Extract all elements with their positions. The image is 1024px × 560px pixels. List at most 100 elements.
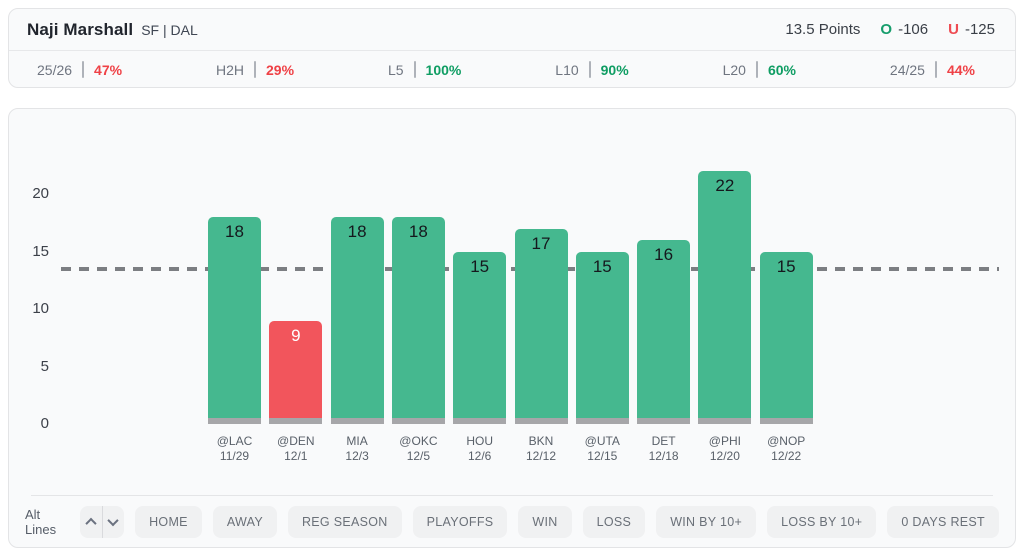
over-odds: O -106 (880, 21, 928, 38)
bar-base-strip (514, 418, 568, 424)
alt-lines-stepper (80, 506, 125, 538)
game-bar-at-nop[interactable]: 15 (759, 251, 813, 424)
stat-label: 25/26 (37, 61, 73, 78)
stat-label: H2H (216, 61, 245, 78)
points-chart-card: 0 5 10 15 20 18 @LAC 11/29 9 @DEN 12/1 18 MIA 12/3 18 @… (8, 108, 1016, 548)
bar-value-label: 17 (531, 233, 551, 253)
stat-l20: L20 60% (723, 61, 796, 78)
toolbar-divider (31, 495, 993, 496)
bar-base-strip (269, 418, 323, 424)
opponent-label: @UTA (584, 434, 620, 448)
bar-base-strip (759, 418, 813, 424)
player-prop-card: Naji Marshall SF | DAL 13.5 Points O -10… (8, 8, 1016, 88)
filter-button-loss[interactable]: LOSS (582, 506, 646, 538)
alt-lines-label: Alt Lines (25, 507, 57, 537)
x-axis-label: @LAC 11/29 (195, 434, 275, 464)
stat-value: 90% (600, 61, 629, 78)
filter-button-playoffs[interactable]: PLAYOFFS (412, 506, 508, 538)
game-date-label: 12/20 (709, 449, 740, 463)
bar-base-strip (637, 418, 691, 424)
player-identity: Naji Marshall SF | DAL (27, 20, 198, 40)
stat-divider (254, 61, 257, 78)
game-date-label: 12/18 (648, 449, 679, 463)
y-axis-tick: 0 (40, 415, 49, 432)
stat-divider (934, 61, 937, 78)
stat-label: 24/25 (889, 61, 925, 78)
x-axis-label: @OKC 12/5 (378, 434, 458, 464)
opponent-label: @PHI (708, 434, 741, 448)
game-bar-bkn[interactable]: 17 (514, 228, 568, 424)
bar-value-label: 18 (408, 222, 428, 241)
game-date-label: 12/15 (587, 449, 618, 463)
filter-button-loss-by-10-[interactable]: LOSS BY 10+ (767, 506, 877, 538)
stat-label: L20 (722, 61, 746, 78)
over-symbol: O (880, 21, 893, 38)
x-axis-label: @UTA 12/15 (562, 434, 642, 464)
stat-divider (82, 61, 85, 78)
stat-25-26: 25/26 47% (37, 61, 122, 78)
filter-button-0-days-rest[interactable]: 0 DAYS REST (887, 506, 999, 538)
y-axis-tick: 20 (32, 185, 49, 202)
over-odds-value: -106 (898, 21, 929, 38)
bar-value-label: 15 (592, 256, 612, 276)
filter-buttons-group: HOME AWAY REG SEASON PLAYOFFS WIN LOSS WIN BY … (135, 506, 999, 538)
y-axis-tick: 5 (40, 357, 49, 375)
opponent-label: @NOP (767, 434, 806, 448)
chevron-down-icon (107, 514, 120, 527)
bar-value-label: 15 (470, 256, 490, 276)
prop-line-label: 13.5 Points (785, 21, 861, 38)
prop-line-group: 13.5 Points O -106 U -125 (785, 21, 995, 38)
game-date-label: 12/6 (468, 449, 492, 463)
bar-value-label: 15 (776, 256, 796, 276)
under-odds: U -125 (948, 21, 995, 38)
game-bar-at-lac[interactable]: 18 (208, 217, 261, 424)
game-bar-det[interactable]: 16 (637, 240, 691, 424)
y-axis-tick: 15 (32, 242, 49, 260)
opponent-label: @OKC (399, 434, 438, 448)
stat-l5: L5 100% (388, 61, 461, 78)
filter-button-win[interactable]: WIN (518, 506, 572, 538)
under-odds-value: -125 (964, 21, 995, 38)
filter-button-reg-season[interactable]: REG SEASON (287, 506, 402, 538)
alt-line-up-button[interactable] (80, 506, 102, 538)
player-position-team: SF | DAL (141, 21, 198, 38)
bar-base-strip (575, 418, 629, 424)
bar-value-label: 16 (654, 245, 674, 264)
alt-line-down-button[interactable] (103, 506, 125, 538)
stat-value: 47% (94, 61, 123, 78)
x-axis-label: @DEN 12/1 (256, 434, 336, 464)
game-bar-at-okc[interactable]: 18 (391, 217, 445, 424)
bar-value-label: 9 (291, 325, 301, 345)
hit-rate-stats-row: 25/26 47% H2H 29% L5 100% L10 90% L20 60% 24/25 44% (9, 51, 1015, 87)
bar-base-strip (391, 418, 445, 424)
stat-24-25: 24/25 44% (890, 61, 975, 78)
filter-button-home[interactable]: HOME (135, 506, 202, 538)
opponent-label: BKN (528, 434, 554, 448)
game-date-label: 12/1 (284, 449, 308, 463)
x-axis-label: @PHI 12/20 (685, 434, 765, 464)
stat-h2h: H2H 29% (216, 61, 294, 78)
stat-value: 60% (767, 61, 796, 78)
stat-value: 29% (266, 61, 295, 78)
opponent-label: @DEN (277, 434, 315, 448)
filter-button-away[interactable]: AWAY (212, 506, 277, 538)
stat-l10: L10 90% (555, 61, 629, 78)
bar-chart-plot: 0 5 10 15 20 18 @LAC 11/29 9 @DEN 12/1 18 MIA 12/3 18 @… (9, 109, 1015, 547)
game-bar-at-den[interactable]: 9 (269, 320, 323, 424)
stepper-divider (101, 506, 103, 538)
stat-value: 100% (425, 61, 462, 78)
stat-divider (588, 61, 591, 78)
filter-toolbar: Alt Lines HOME AWAY REG SEASON PLAYOFFS WIN L… (25, 506, 999, 538)
player-header-row: Naji Marshall SF | DAL 13.5 Points O -10… (9, 9, 1015, 51)
game-bar-hou[interactable]: 15 (453, 251, 507, 424)
x-axis-label: HOU 12/6 (440, 434, 520, 464)
chevron-up-icon (85, 517, 97, 530)
bar-base-strip (208, 418, 261, 424)
stat-value: 44% (946, 61, 975, 78)
game-bar-at-uta[interactable]: 15 (575, 251, 629, 424)
filter-button-win-by-10-[interactable]: WIN BY 10+ (656, 506, 757, 538)
opponent-label: @LAC (216, 434, 253, 448)
game-bar-at-phi[interactable]: 22 (698, 171, 752, 424)
bar-base-strip (453, 418, 507, 424)
game-bar-mia[interactable]: 18 (330, 217, 384, 424)
